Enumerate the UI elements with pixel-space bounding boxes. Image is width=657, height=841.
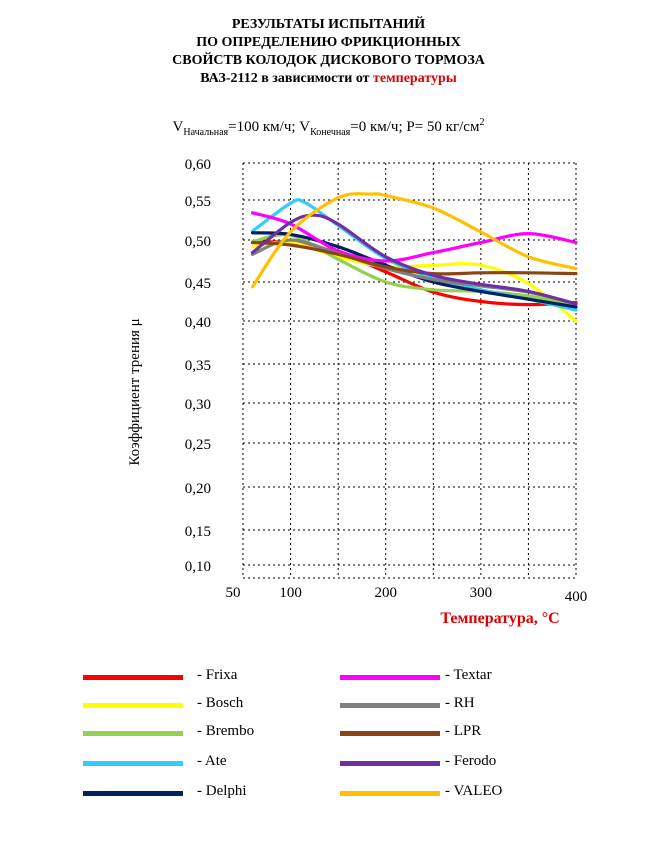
y-tick-label: 0,15 [185, 524, 211, 540]
unit-superscript: 2 [479, 117, 485, 128]
title-highlight: температуры [373, 71, 457, 86]
x-tick-label: 200 [374, 585, 397, 601]
title-line-3: СВОЙСТВ КОЛОДОК ДИСКОВОГО ТОРМОЗА [172, 53, 485, 68]
v-end-symbol: V [299, 119, 311, 135]
x-tick-label: 50 [226, 585, 241, 601]
series-group [250, 192, 578, 323]
v-start-subscript: Начальная [183, 127, 229, 138]
y-tick-label: 0,30 [185, 397, 211, 413]
series-line-valeo [250, 192, 578, 289]
title-line-2: ПО ОПРЕДЕЛЕНИЮ ФРИКЦИОННЫХ [196, 35, 461, 50]
v-end-value: =0 км/ч; P= 50 кг/см [350, 119, 480, 135]
y-axis-label: Коэффициент трения μ [127, 318, 143, 465]
x-tick-labels: 50 100 200 300 400 [226, 585, 588, 605]
series-line-lpr [250, 240, 578, 276]
x-tick-label: 100 [279, 585, 302, 601]
x-tick-label: 300 [470, 585, 493, 601]
series-line-ferodo [250, 213, 578, 306]
title-line-1: РЕЗУЛЬТАТЫ ИСПЫТАНИЙ [231, 17, 426, 32]
y-tick-label: 0,35 [185, 358, 211, 374]
y-tick-labels: 0,60 0,55 0,50 0,45 0,40 0,35 0,30 0,25 0,20 0,15… [185, 157, 211, 575]
y-tick-label: 0,25 [185, 437, 211, 453]
series-line-textar [250, 211, 578, 263]
x-tick-label: 400 [565, 589, 588, 605]
v-start-value: =100 км/ч; [228, 119, 300, 135]
y-tick-label: 0,10 [185, 559, 211, 575]
y-tick-label: 0,20 [185, 481, 211, 497]
y-tick-label: 0,40 [185, 315, 211, 331]
v-start-symbol: V [172, 119, 184, 135]
title-line-4: ВАЗ-2112 в зависимости от температуры [0, 70, 657, 88]
y-tick-label: 0,50 [185, 234, 211, 250]
y-tick-label: 0,45 [185, 276, 211, 292]
y-tick-label: 0,60 [185, 157, 211, 173]
v-end-subscript: Конечная [310, 127, 351, 138]
title-line-4-prefix: ВАЗ-2112 в зависимости от [200, 71, 374, 86]
chart-title: РЕЗУЛЬТАТЫ ИСПЫТАНИЙ ПО ОПРЕДЕЛЕНИЮ ФРИК… [0, 16, 657, 88]
y-tick-label: 0,55 [185, 194, 211, 210]
x-axis-label: Температура, °С [440, 610, 559, 627]
test-conditions: VНачальная=100 км/ч; VКонечная=0 км/ч; P… [0, 117, 657, 138]
